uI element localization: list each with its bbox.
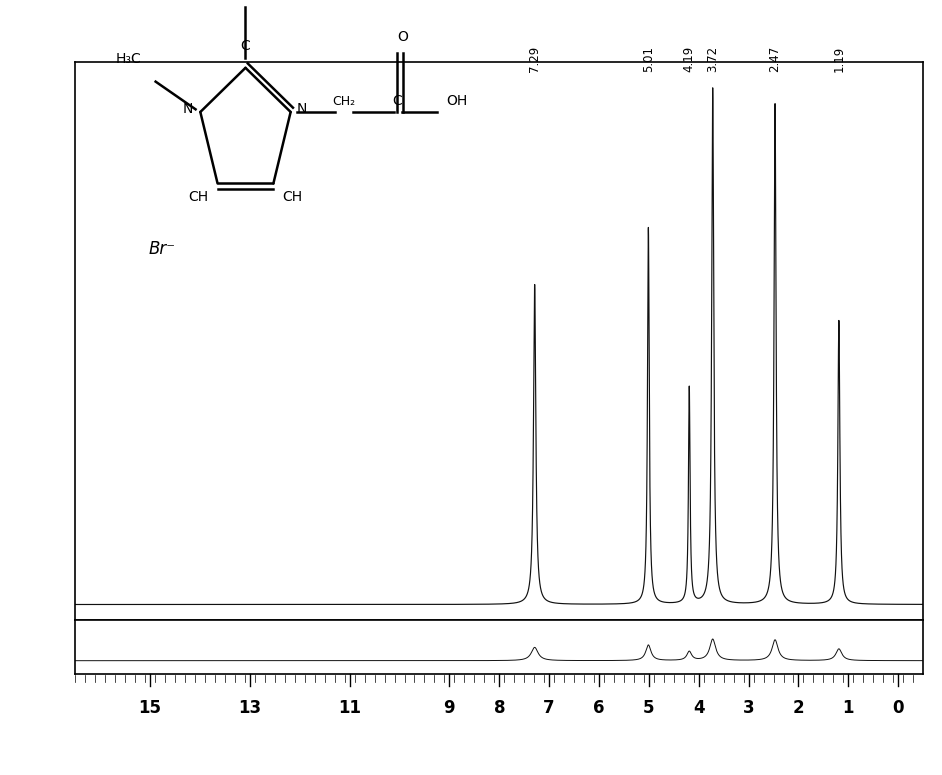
- Text: O: O: [398, 29, 408, 44]
- Text: 7: 7: [544, 699, 555, 717]
- Text: 4: 4: [693, 699, 705, 717]
- Text: 15: 15: [138, 699, 162, 717]
- Text: 7.29: 7.29: [528, 46, 541, 72]
- Text: CH₂: CH₂: [333, 95, 356, 108]
- Text: N: N: [183, 102, 193, 116]
- Text: 13: 13: [238, 699, 262, 717]
- Text: H₃C: H₃C: [115, 52, 141, 66]
- Text: 1.19: 1.19: [833, 46, 845, 72]
- Text: 4.19: 4.19: [683, 46, 696, 72]
- Text: 2.47: 2.47: [769, 46, 782, 72]
- Text: 2: 2: [792, 699, 804, 717]
- Text: CH: CH: [188, 190, 209, 204]
- Text: 1: 1: [842, 699, 854, 717]
- Text: OH: OH: [447, 94, 467, 108]
- Text: 6: 6: [593, 699, 605, 717]
- Text: 11: 11: [338, 699, 361, 717]
- Text: 8: 8: [494, 699, 505, 717]
- Text: 5: 5: [643, 699, 655, 717]
- Text: 9: 9: [444, 699, 455, 717]
- Text: 3.72: 3.72: [706, 46, 719, 72]
- Text: C: C: [393, 94, 402, 108]
- Text: 0: 0: [892, 699, 904, 717]
- Text: Br⁻: Br⁻: [149, 240, 176, 258]
- Text: 5.01: 5.01: [642, 46, 655, 72]
- Text: C: C: [240, 39, 251, 53]
- Text: CH: CH: [282, 190, 302, 204]
- Text: N: N: [297, 102, 307, 116]
- Text: 3: 3: [743, 699, 755, 717]
